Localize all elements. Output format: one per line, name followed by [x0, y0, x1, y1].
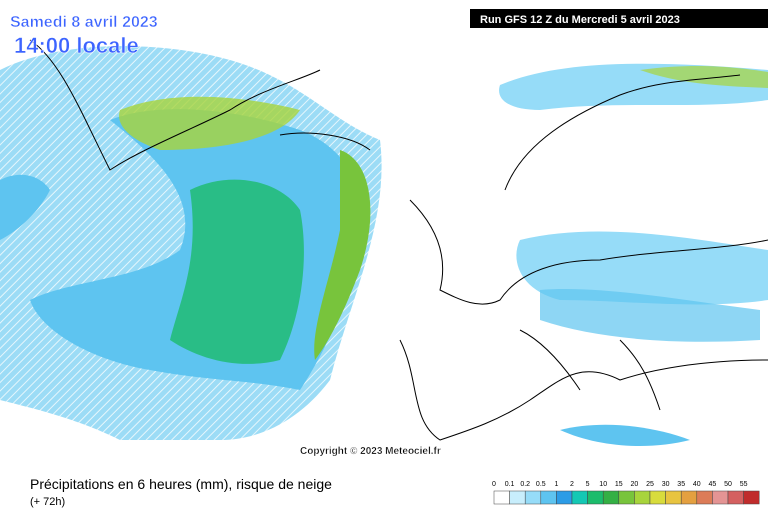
footer-title: Précipitations en 6 heures (mm), risque …: [30, 476, 332, 492]
footer-lead: (+ 72h): [30, 496, 65, 508]
coastlines: [29, 39, 768, 441]
legend: 0 0.1 0.2 0.5 1 2 5 10 15 20 25 30 35 40 45 50 55: [492, 481, 760, 505]
legend-label: 5: [586, 481, 590, 488]
legend-swatch: [743, 490, 760, 505]
legend-swatch: [727, 490, 744, 505]
legend-swatch: [556, 490, 573, 505]
legend-label: 55: [740, 481, 748, 488]
run-info: Run GFS 12 Z du Mercredi 5 avril 2023: [480, 14, 680, 26]
legend-swatch: [571, 490, 588, 505]
legend-label: 0.1: [505, 481, 515, 488]
legend-label: 0.5: [536, 481, 546, 488]
legend-label: 40: [693, 481, 701, 488]
legend-swatch: [634, 490, 651, 505]
legend-label: 15: [615, 481, 623, 488]
legend-label: 20: [631, 481, 639, 488]
legend-swatch: [618, 490, 635, 505]
legend-swatch: [696, 490, 713, 505]
legend-swatch: [493, 490, 510, 505]
forecast-time: 14:00 locale: [14, 33, 139, 58]
copyright: Copyright © 2023 Meteociel.fr: [300, 446, 441, 457]
legend-label: 0.2: [520, 481, 530, 488]
forecast-date: Samedi 8 avril 2023: [10, 14, 158, 31]
legend-label: 30: [662, 481, 670, 488]
legend-label: 10: [599, 481, 607, 488]
legend-label: 2: [570, 481, 574, 488]
run-box: [470, 9, 768, 28]
legend-swatch: [587, 490, 604, 505]
legend-label: 25: [646, 481, 654, 488]
precipitation: [0, 46, 768, 446]
legend-label: 35: [677, 481, 685, 488]
legend-label: 50: [724, 481, 732, 488]
legend-swatch: [712, 490, 729, 505]
legend-label: 1: [554, 481, 558, 488]
legend-swatch: [665, 490, 682, 505]
legend-swatch: [680, 490, 698, 505]
legend-label: 0: [492, 481, 496, 488]
legend-swatch: [649, 490, 666, 505]
legend-swatch: [602, 490, 620, 505]
legend-swatch: [524, 490, 542, 505]
legend-swatch: [540, 490, 557, 505]
legend-swatch: [509, 490, 526, 505]
legend-label: 45: [709, 481, 717, 488]
